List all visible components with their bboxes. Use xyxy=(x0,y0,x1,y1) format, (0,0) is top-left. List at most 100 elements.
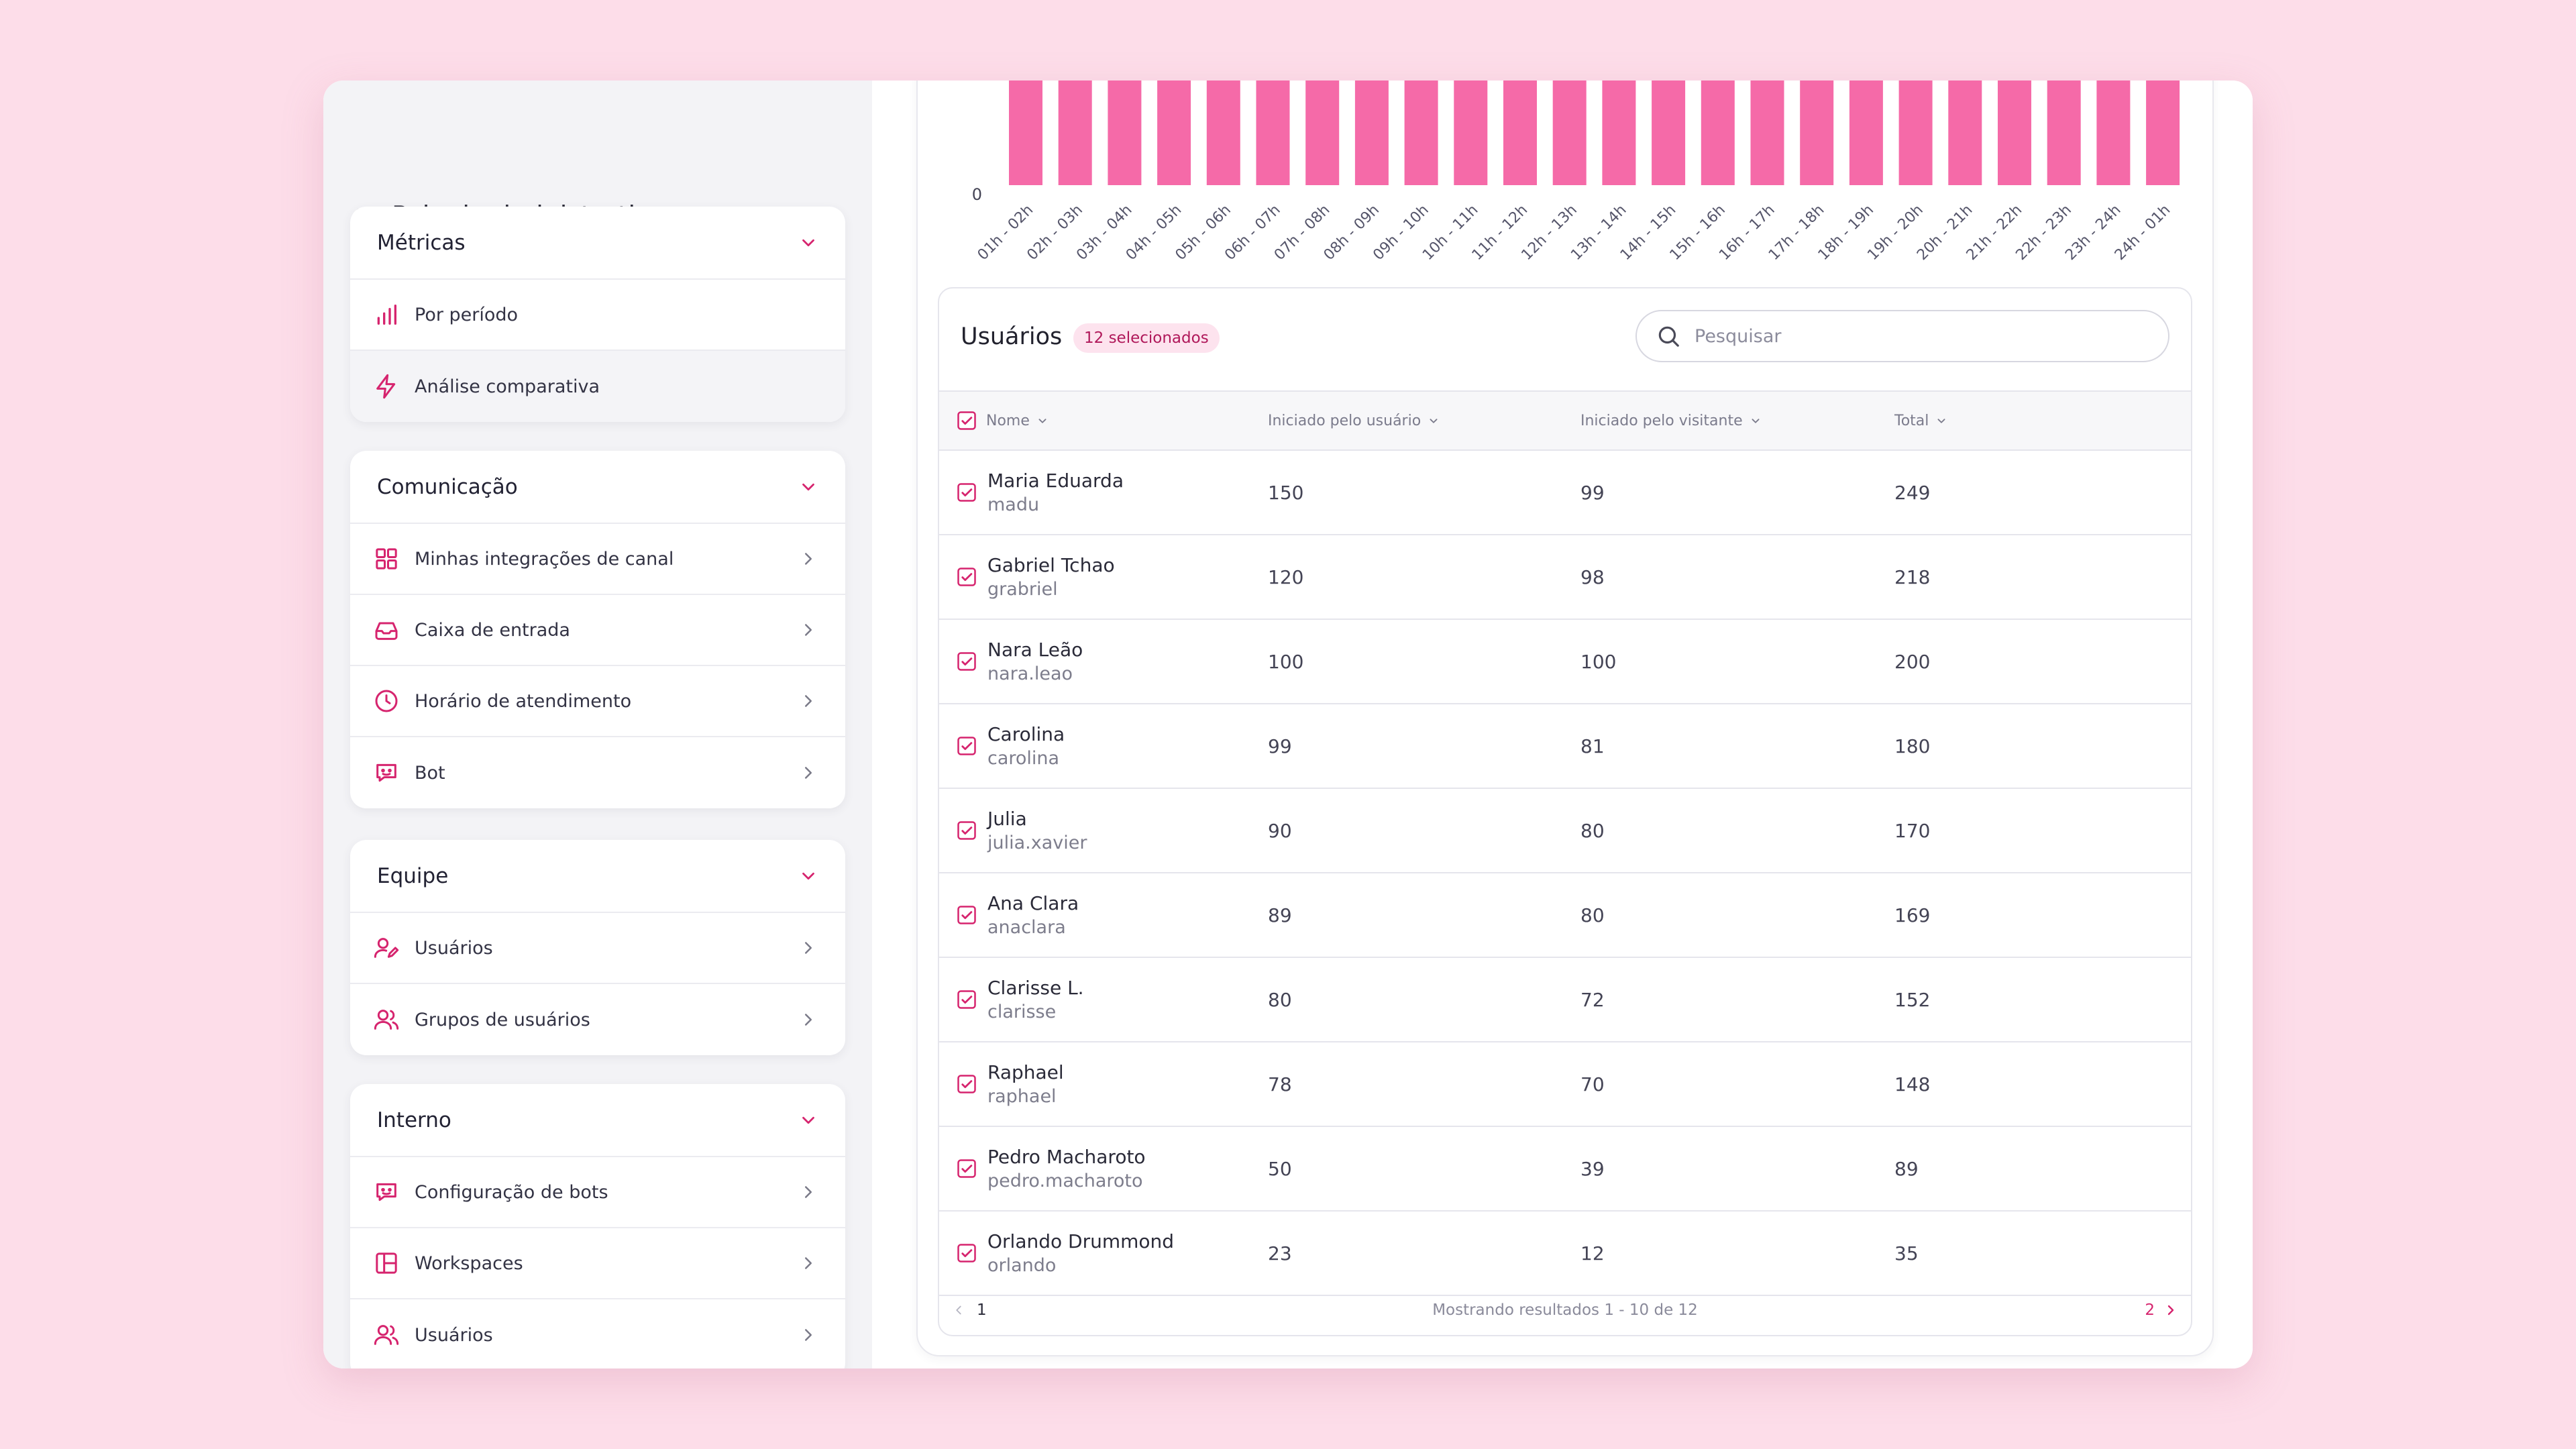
row-checkbox[interactable] xyxy=(957,905,977,925)
row-checkbox-cell[interactable] xyxy=(957,451,977,534)
chart-bar[interactable] xyxy=(1058,80,1092,185)
sidebar-item-caixa-entrada[interactable]: Caixa de entrada xyxy=(350,595,845,666)
chevron-left-icon[interactable] xyxy=(951,1303,966,1318)
by-visitor-cell: 80 xyxy=(1580,819,1605,842)
table-row[interactable]: Raphael raphael 78 70 148 xyxy=(939,1042,2191,1127)
column-iniciado-usuario[interactable]: Iniciado pelo usuário xyxy=(1268,392,1441,449)
column-label: Iniciado pelo usuário xyxy=(1268,412,1421,429)
user-name: Gabriel Tchao xyxy=(987,554,1115,576)
chart-bar[interactable] xyxy=(1404,80,1438,185)
row-checkbox[interactable] xyxy=(957,651,977,672)
chart-bar[interactable] xyxy=(1354,80,1389,185)
column-total[interactable]: Total xyxy=(1894,392,1949,449)
chart-bar[interactable] xyxy=(1998,80,2031,185)
by-visitor-cell: 12 xyxy=(1580,1242,1605,1265)
column-iniciado-visitante[interactable]: Iniciado pelo visitante xyxy=(1580,392,1763,449)
row-checkbox[interactable] xyxy=(957,1243,977,1263)
chevron-down-icon[interactable] xyxy=(798,1110,818,1130)
row-checkbox[interactable] xyxy=(957,567,977,587)
row-checkbox-cell[interactable] xyxy=(957,535,977,619)
row-checkbox[interactable] xyxy=(957,1159,977,1179)
search-box[interactable] xyxy=(1635,310,2169,362)
sidebar-item-usuarios[interactable]: Usuários xyxy=(350,913,845,984)
chart-bar[interactable] xyxy=(1256,80,1290,185)
row-checkbox-cell[interactable] xyxy=(957,1212,977,1295)
chart-bar[interactable] xyxy=(1750,80,1784,185)
sidebar-item-integracoes[interactable]: Minhas integrações de canal xyxy=(350,524,845,595)
next-page[interactable]: 2 xyxy=(2145,1301,2155,1319)
select-all-checkbox[interactable] xyxy=(957,411,977,431)
total-cell: 170 xyxy=(1894,819,1931,842)
chart-bar[interactable] xyxy=(1701,80,1735,185)
chart-bar[interactable] xyxy=(1009,80,1042,185)
sidebar-item-config-bots[interactable]: Configuração de bots xyxy=(350,1157,845,1228)
chart-bar[interactable] xyxy=(1652,80,1686,185)
chart-bar[interactable] xyxy=(1602,80,1636,185)
table-row[interactable]: Julia julia.xavier 90 80 170 xyxy=(939,789,2191,873)
column-name[interactable]: Nome xyxy=(957,392,1050,449)
row-checkbox[interactable] xyxy=(957,989,977,1010)
sidebar-item-horario[interactable]: Horário de atendimento xyxy=(350,666,845,737)
chevron-down-icon[interactable] xyxy=(798,233,818,253)
search-input[interactable] xyxy=(1693,325,2152,347)
row-checkbox-cell[interactable] xyxy=(957,620,977,703)
table-row[interactable]: Maria Eduarda madu 150 99 249 xyxy=(939,451,2191,535)
sidebar-item-grupos-usuarios[interactable]: Grupos de usuários xyxy=(350,984,845,1055)
sidebar-item-analise-comparativa[interactable]: Análise comparativa xyxy=(350,351,845,422)
table-row[interactable]: Carolina carolina 99 81 180 xyxy=(939,704,2191,789)
sidebar-item-usuarios-interno[interactable]: Usuários xyxy=(350,1299,845,1368)
chevron-down-icon[interactable] xyxy=(798,477,818,497)
user-username: orlando xyxy=(987,1255,1057,1276)
chart-bar[interactable] xyxy=(1552,80,1587,185)
row-checkbox-cell[interactable] xyxy=(957,789,977,872)
chart-bar[interactable] xyxy=(2047,80,2081,185)
chart-bar[interactable] xyxy=(1948,80,1982,185)
chart-bar[interactable] xyxy=(1206,80,1240,185)
chart-bar[interactable] xyxy=(1305,80,1340,185)
row-checkbox-cell[interactable] xyxy=(957,704,977,788)
table-row[interactable]: Orlando Drummond orlando 23 12 35 xyxy=(939,1212,2191,1296)
row-checkbox-cell[interactable] xyxy=(957,1127,977,1210)
row-checkbox[interactable] xyxy=(957,1074,977,1094)
section-header-interno[interactable]: Interno xyxy=(350,1084,845,1157)
sidebar-item-workspaces[interactable]: Workspaces xyxy=(350,1228,845,1299)
chart-bar[interactable] xyxy=(2096,80,2131,185)
row-checkbox[interactable] xyxy=(957,820,977,841)
chevron-right-icon[interactable] xyxy=(2163,1302,2179,1318)
chart-bar[interactable] xyxy=(1157,80,1191,185)
row-checkbox[interactable] xyxy=(957,736,977,756)
section-header-equipe[interactable]: Equipe xyxy=(350,840,845,913)
search-icon xyxy=(1658,326,1679,347)
pagination-next[interactable]: 2 xyxy=(2145,1301,2179,1319)
chart-bar[interactable] xyxy=(1503,80,1537,185)
section-title: Métricas xyxy=(377,230,466,255)
row-checkbox-cell[interactable] xyxy=(957,873,977,957)
name-cell: Ana Clara anaclara xyxy=(987,873,1079,957)
total-cell: 249 xyxy=(1894,481,1931,504)
section-comunicacao: Comunicação Minhas integrações de canal … xyxy=(350,451,845,808)
section-header-comunicacao[interactable]: Comunicação xyxy=(350,451,845,524)
by-user-cell: 50 xyxy=(1268,1157,1292,1180)
sidebar-item-por-periodo[interactable]: Por período xyxy=(350,280,845,351)
table-row[interactable]: Pedro Macharoto pedro.macharoto 50 39 89 xyxy=(939,1127,2191,1212)
by-user-cell: 80 xyxy=(1268,988,1292,1011)
section-header-metricas[interactable]: Métricas xyxy=(350,207,845,280)
current-page[interactable]: 1 xyxy=(977,1301,987,1319)
chart-bar[interactable] xyxy=(2146,80,2180,185)
table-row[interactable]: Gabriel Tchao grabriel 120 98 218 xyxy=(939,535,2191,620)
chart-bar[interactable] xyxy=(1898,80,1933,185)
table-row[interactable]: Ana Clara anaclara 89 80 169 xyxy=(939,873,2191,958)
pagination-prev[interactable]: 1 xyxy=(951,1301,987,1319)
chart-bar[interactable] xyxy=(1849,80,1883,185)
chart-bar[interactable] xyxy=(1800,80,1834,185)
chart-bar[interactable] xyxy=(1108,80,1142,185)
chart-bar[interactable] xyxy=(1454,80,1488,185)
table-row[interactable]: Clarisse L. clarisse 80 72 152 xyxy=(939,958,2191,1042)
table-row[interactable]: Nara Leão nara.leao 100 100 200 xyxy=(939,620,2191,704)
row-checkbox[interactable] xyxy=(957,482,977,502)
table-body: Maria Eduarda madu 150 99 249 Gabriel Tchao gr… xyxy=(939,451,2191,1296)
row-checkbox-cell[interactable] xyxy=(957,1042,977,1126)
sidebar-item-bot[interactable]: Bot xyxy=(350,737,845,808)
row-checkbox-cell[interactable] xyxy=(957,958,977,1041)
chevron-down-icon[interactable] xyxy=(798,866,818,886)
